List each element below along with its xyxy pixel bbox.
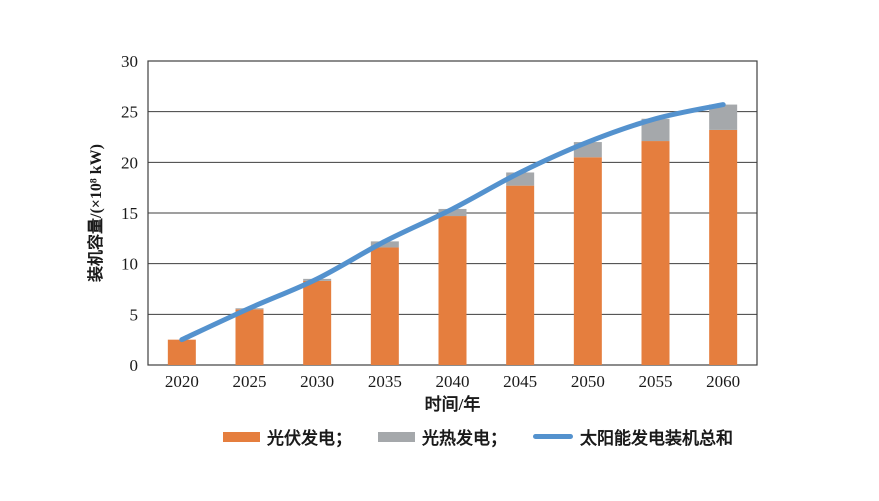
y-tick-label: 15 <box>121 204 138 223</box>
bar-segment-csp-2035 <box>370 241 399 248</box>
x-axis-title: 时间/年 <box>425 394 481 414</box>
x-tick-label: 2030 <box>300 372 334 391</box>
x-tick-label: 2025 <box>233 372 267 391</box>
legend-item-csp: 光热发电； <box>378 424 507 449</box>
bar-segment-pv-2045 <box>506 185 535 365</box>
pv-swatch-icon <box>223 431 260 442</box>
chart-legend: 光伏发电； 光热发电； 太阳能发电装机总和 <box>223 424 733 449</box>
bar-segment-pv-2035 <box>370 247 399 365</box>
y-tick-label: 0 <box>130 356 139 375</box>
legend-label-csp: 光热发电； <box>422 429 507 448</box>
x-tick-label: 2035 <box>368 372 402 391</box>
bar-segment-pv-2060 <box>709 129 738 365</box>
x-tick-label: 2060 <box>706 372 740 391</box>
bar-segment-pv-2030 <box>303 280 332 365</box>
legend-item-total: 太阳能发电装机总和 <box>533 424 733 449</box>
y-tick-label: 20 <box>121 153 138 172</box>
x-tick-label: 2050 <box>571 372 605 391</box>
x-tick-label: 2045 <box>503 372 537 391</box>
legend-label-total: 太阳能发电装机总和 <box>580 429 733 448</box>
y-tick-label: 30 <box>121 52 138 71</box>
legend-item-pv: 光伏发电； <box>223 424 352 449</box>
bar-segment-pv-2040 <box>438 216 467 365</box>
total-line-swatch-icon <box>533 434 573 439</box>
legend-label-pv: 光伏发电； <box>267 429 352 448</box>
bar-segment-pv-2025 <box>235 309 264 365</box>
bar-segment-csp-2055 <box>641 118 670 142</box>
y-axis-title: 装机容量/(×10⁸ kW) <box>86 144 105 283</box>
y-tick-label: 5 <box>130 305 139 324</box>
total-capacity-line <box>179 102 726 343</box>
bar-segment-csp-2040 <box>438 208 467 217</box>
bar-segment-pv-2020 <box>167 339 196 365</box>
x-tick-label: 2040 <box>436 372 470 391</box>
bar-segment-pv-2055 <box>641 141 670 365</box>
csp-swatch-icon <box>378 431 415 442</box>
bar-segment-pv-2050 <box>573 157 602 365</box>
y-tick-label: 10 <box>121 255 138 274</box>
y-tick-label: 25 <box>121 103 138 122</box>
x-tick-label: 2020 <box>165 372 199 391</box>
x-tick-label: 2055 <box>639 372 673 391</box>
